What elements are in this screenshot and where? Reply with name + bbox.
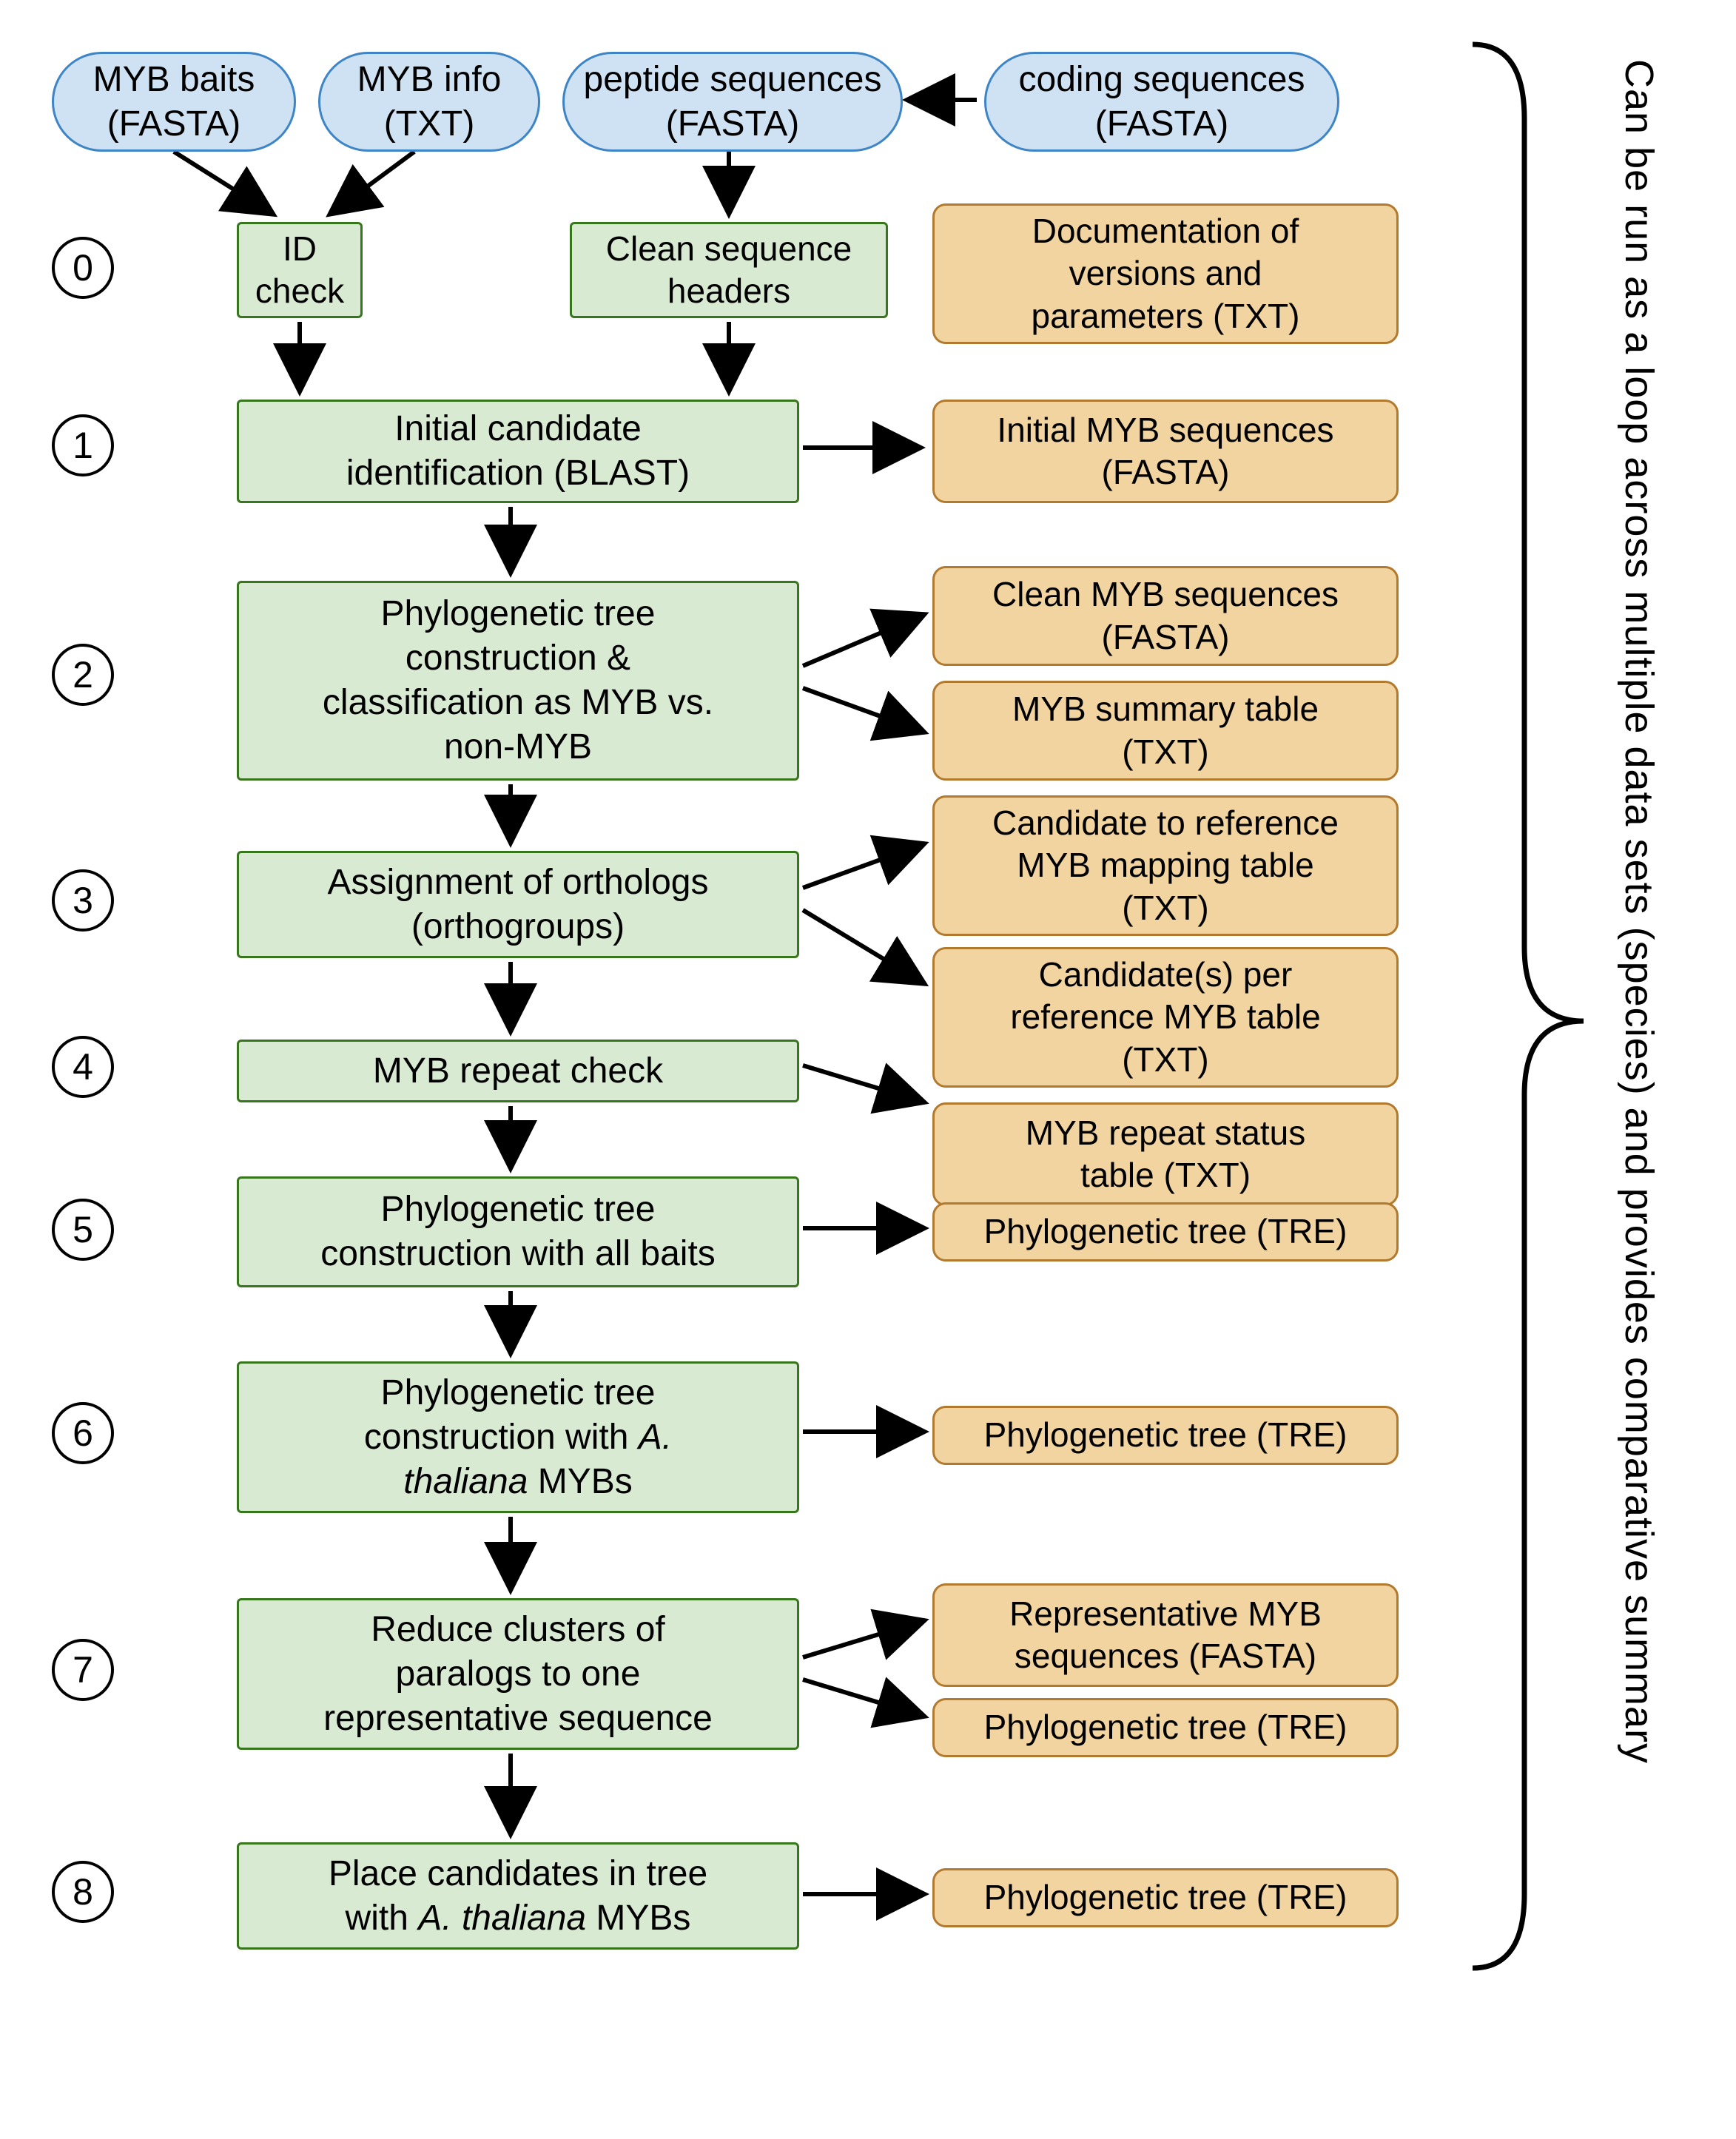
step-number-7: 7 [52,1639,114,1701]
input-peptide: peptide sequences (FASTA) [562,52,903,152]
output-initial-seq: Initial MYB sequences (FASTA) [932,400,1399,503]
input-myb-baits: MYB baits (FASTA) [52,52,296,152]
process-tree-all-baits: Phylogenetic tree construction with all … [237,1176,799,1287]
step-number-4: 4 [52,1036,114,1098]
output-cand-per-ref: Candidate(s) per reference MYB table (TX… [932,947,1399,1088]
process-orthologs: Assignment of orthologs (orthogroups) [237,851,799,958]
input-label-line1: MYB info [357,58,502,102]
process-tree-athaliana: Phylogenetic treeconstruction with A.tha… [237,1361,799,1513]
input-label-line1: coding sequences [1019,58,1305,102]
input-label-line1: MYB baits [93,58,255,102]
input-label-line2: (TXT) [357,102,502,146]
process-label: Place candidates in treewith A. thaliana… [329,1852,707,1941]
input-label-line1: peptide sequences [584,58,882,102]
output-tree-7: Phylogenetic tree (TRE) [932,1698,1399,1757]
process-clean-headers: Clean sequence headers [570,222,888,318]
output-summary-table: MYB summary table (TXT) [932,681,1399,781]
step-number-1: 1 [52,414,114,476]
step-number-2: 2 [52,644,114,706]
step-number-8: 8 [52,1861,114,1923]
output-tree-5: Phylogenetic tree (TRE) [932,1202,1399,1261]
input-label-line2: (FASTA) [1019,102,1305,146]
step-number-6: 6 [52,1402,114,1464]
output-tree-6: Phylogenetic tree (TRE) [932,1406,1399,1465]
output-tree-8: Phylogenetic tree (TRE) [932,1868,1399,1927]
process-tree-classification: Phylogenetic tree construction & classif… [237,581,799,781]
process-place-candidates: Place candidates in treewith A. thaliana… [237,1842,799,1950]
process-label: Phylogenetic treeconstruction with A.tha… [364,1371,672,1504]
output-documentation: Documentation of versions and parameters… [932,203,1399,344]
step-number-5: 5 [52,1199,114,1261]
process-blast: Initial candidate identification (BLAST) [237,400,799,503]
side-caption: Can be run as a loop across multiple dat… [1613,59,1665,1983]
step-number-0: 0 [52,237,114,299]
process-repeat-check: MYB repeat check [237,1040,799,1102]
input-coding: coding sequences (FASTA) [984,52,1339,152]
output-clean-seq: Clean MYB sequences (FASTA) [932,566,1399,666]
input-label-line2: (FASTA) [93,102,255,146]
process-reduce-paralogs: Reduce clusters of paralogs to one repre… [237,1598,799,1750]
output-cand-ref-map: Candidate to reference MYB mapping table… [932,795,1399,936]
process-id-check: ID check [237,222,363,318]
input-label-line2: (FASTA) [584,102,882,146]
output-repeat-table: MYB repeat status table (TXT) [932,1102,1399,1206]
step-number-3: 3 [52,869,114,932]
output-rep-seq: Representative MYB sequences (FASTA) [932,1583,1399,1687]
input-myb-info: MYB info (TXT) [318,52,540,152]
